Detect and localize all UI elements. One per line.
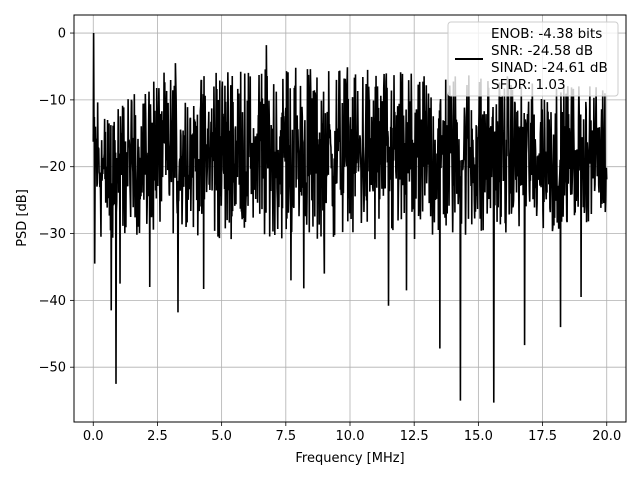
plot-area: [92, 33, 608, 403]
y-tick-label: −30: [39, 227, 66, 242]
legend: ENOB: -4.38 bits SNR: -24.58 dB SINAD: -…: [447, 21, 619, 97]
x-tick-label: 20.0: [592, 429, 621, 444]
x-tick-label: 5.0: [211, 429, 232, 444]
x-tick-label: 7.5: [275, 429, 296, 444]
x-tick-label: 0.0: [83, 429, 104, 444]
x-tick-label: 12.5: [400, 429, 429, 444]
legend-line-1: ENOB: -4.38 bits: [491, 26, 602, 42]
y-axis-label: PSD [dB]: [15, 189, 30, 247]
x-axis: 0.0 2.5 5.0 7.5 10.0 12.5 15.0 17.5 20.0: [83, 422, 621, 444]
y-tick-label: −40: [39, 294, 66, 309]
legend-line-4: SFDR: 1.03: [491, 77, 566, 93]
x-tick-label: 17.5: [528, 429, 557, 444]
legend-box: [447, 21, 619, 97]
y-axis: 0 −10 −20 −30 −40 −50: [39, 27, 74, 376]
y-tick-label: −50: [39, 361, 66, 376]
legend-line-2: SNR: -24.58 dB: [491, 43, 593, 59]
legend-line-3: SINAD: -24.61 dB: [491, 60, 608, 76]
x-tick-label: 2.5: [147, 429, 168, 444]
y-tick-label: 0: [58, 27, 66, 42]
y-tick-label: −20: [39, 160, 66, 175]
series-line: [92, 33, 608, 403]
x-tick-label: 15.0: [464, 429, 493, 444]
x-axis-label: Frequency [MHz]: [295, 451, 404, 466]
y-tick-label: −10: [39, 93, 66, 108]
x-tick-label: 10.0: [336, 429, 365, 444]
